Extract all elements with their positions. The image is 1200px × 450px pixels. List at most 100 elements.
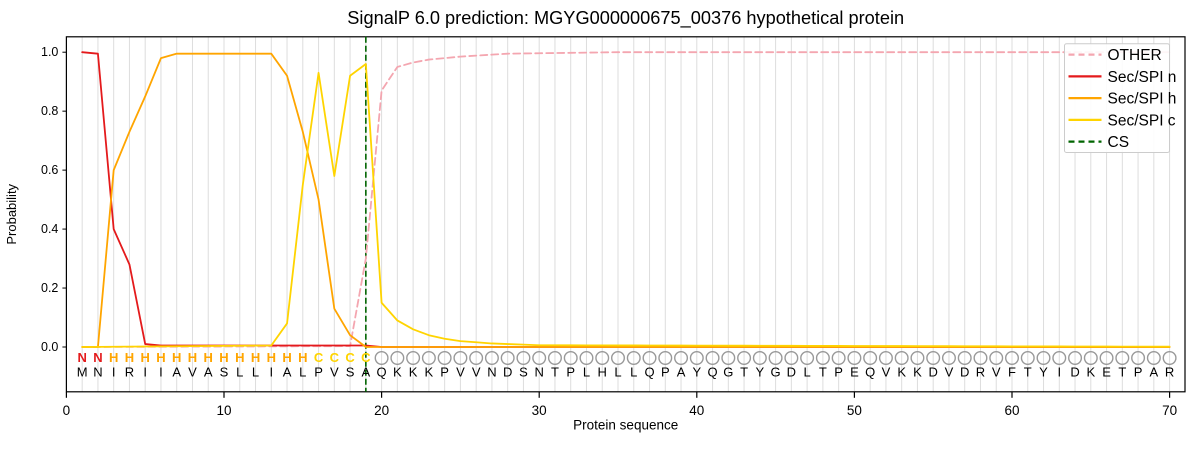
svg-text:T: T xyxy=(551,365,559,380)
svg-text:SignalP 6.0 prediction: MGYG00: SignalP 6.0 prediction: MGYG000000675_00… xyxy=(347,8,904,29)
svg-text:P: P xyxy=(566,365,575,380)
svg-text:Probability: Probability xyxy=(4,183,19,244)
svg-text:N: N xyxy=(77,350,86,365)
svg-text:F: F xyxy=(1008,365,1016,380)
svg-text:OTHER: OTHER xyxy=(1108,47,1162,64)
svg-text:K: K xyxy=(425,365,434,380)
svg-text:1.0: 1.0 xyxy=(41,45,58,59)
svg-text:N: N xyxy=(535,365,544,380)
svg-text:Sec/SPI c: Sec/SPI c xyxy=(1108,112,1176,129)
svg-text:0.4: 0.4 xyxy=(41,222,58,236)
svg-text:V: V xyxy=(456,365,465,380)
svg-text:0: 0 xyxy=(63,403,71,418)
svg-text:L: L xyxy=(614,365,621,380)
svg-text:T: T xyxy=(819,365,827,380)
svg-text:H: H xyxy=(141,350,150,365)
svg-text:T: T xyxy=(1024,365,1032,380)
svg-text:A: A xyxy=(1150,365,1159,380)
svg-text:Protein sequence: Protein sequence xyxy=(573,417,678,432)
svg-text:I: I xyxy=(143,365,147,380)
svg-text:Y: Y xyxy=(692,365,701,380)
svg-text:Q: Q xyxy=(707,365,717,380)
svg-text:Sec/SPI n: Sec/SPI n xyxy=(1108,69,1177,86)
svg-text:K: K xyxy=(1086,365,1095,380)
svg-text:C: C xyxy=(345,350,355,365)
svg-text:R: R xyxy=(125,365,134,380)
svg-text:T: T xyxy=(1118,365,1126,380)
svg-text:S: S xyxy=(346,365,355,380)
svg-text:G: G xyxy=(771,365,781,380)
svg-text:K: K xyxy=(913,365,922,380)
svg-text:C: C xyxy=(314,350,324,365)
svg-text:H: H xyxy=(109,350,118,365)
svg-text:N: N xyxy=(487,365,496,380)
svg-text:0.2: 0.2 xyxy=(41,281,58,295)
svg-text:H: H xyxy=(598,365,607,380)
svg-text:A: A xyxy=(362,365,371,380)
svg-text:P: P xyxy=(834,365,843,380)
svg-text:10: 10 xyxy=(216,403,231,418)
svg-text:R: R xyxy=(1165,365,1174,380)
svg-text:A: A xyxy=(283,365,292,380)
svg-text:H: H xyxy=(219,350,228,365)
svg-text:M: M xyxy=(77,365,88,380)
svg-text:A: A xyxy=(172,365,181,380)
svg-text:CS: CS xyxy=(1108,134,1130,151)
svg-text:H: H xyxy=(251,350,260,365)
svg-text:V: V xyxy=(945,365,954,380)
svg-text:0.0: 0.0 xyxy=(41,340,58,354)
svg-text:V: V xyxy=(330,365,339,380)
svg-text:I: I xyxy=(1057,365,1061,380)
svg-text:H: H xyxy=(172,350,181,365)
svg-text:D: D xyxy=(787,365,796,380)
svg-text:70: 70 xyxy=(1162,403,1177,418)
svg-text:H: H xyxy=(282,350,291,365)
svg-text:P: P xyxy=(440,365,449,380)
svg-text:50: 50 xyxy=(847,403,862,418)
svg-text:L: L xyxy=(630,365,637,380)
svg-text:H: H xyxy=(298,350,307,365)
svg-text:A: A xyxy=(677,365,686,380)
svg-text:K: K xyxy=(409,365,418,380)
svg-text:Q: Q xyxy=(644,365,654,380)
svg-text:L: L xyxy=(236,365,243,380)
svg-text:K: K xyxy=(393,365,402,380)
svg-text:K: K xyxy=(897,365,906,380)
svg-text:H: H xyxy=(204,350,213,365)
svg-text:I: I xyxy=(112,365,116,380)
svg-text:P: P xyxy=(1134,365,1143,380)
svg-text:I: I xyxy=(159,365,163,380)
svg-text:V: V xyxy=(992,365,1001,380)
svg-text:Y: Y xyxy=(1039,365,1048,380)
svg-text:S: S xyxy=(519,365,528,380)
svg-text:N: N xyxy=(93,350,102,365)
svg-text:20: 20 xyxy=(374,403,389,418)
svg-text:30: 30 xyxy=(532,403,547,418)
svg-text:V: V xyxy=(188,365,197,380)
svg-text:P: P xyxy=(314,365,323,380)
svg-text:E: E xyxy=(850,365,859,380)
svg-text:L: L xyxy=(804,365,811,380)
svg-text:D: D xyxy=(960,365,969,380)
svg-text:D: D xyxy=(1070,365,1079,380)
svg-text:H: H xyxy=(267,350,276,365)
svg-text:H: H xyxy=(188,350,197,365)
svg-text:H: H xyxy=(125,350,134,365)
svg-text:Sec/SPI h: Sec/SPI h xyxy=(1108,91,1177,108)
svg-text:Q: Q xyxy=(865,365,875,380)
svg-text:L: L xyxy=(252,365,259,380)
svg-text:Q: Q xyxy=(377,365,387,380)
svg-text:N: N xyxy=(93,365,102,380)
svg-text:C: C xyxy=(330,350,340,365)
svg-text:V: V xyxy=(472,365,481,380)
svg-text:0.8: 0.8 xyxy=(41,104,58,118)
svg-text:L: L xyxy=(299,365,306,380)
svg-text:Y: Y xyxy=(756,365,765,380)
svg-text:0.6: 0.6 xyxy=(41,163,58,177)
svg-text:S: S xyxy=(220,365,229,380)
svg-text:E: E xyxy=(1102,365,1111,380)
svg-text:H: H xyxy=(156,350,165,365)
svg-text:40: 40 xyxy=(689,403,704,418)
svg-text:R: R xyxy=(976,365,985,380)
svg-text:D: D xyxy=(503,365,512,380)
